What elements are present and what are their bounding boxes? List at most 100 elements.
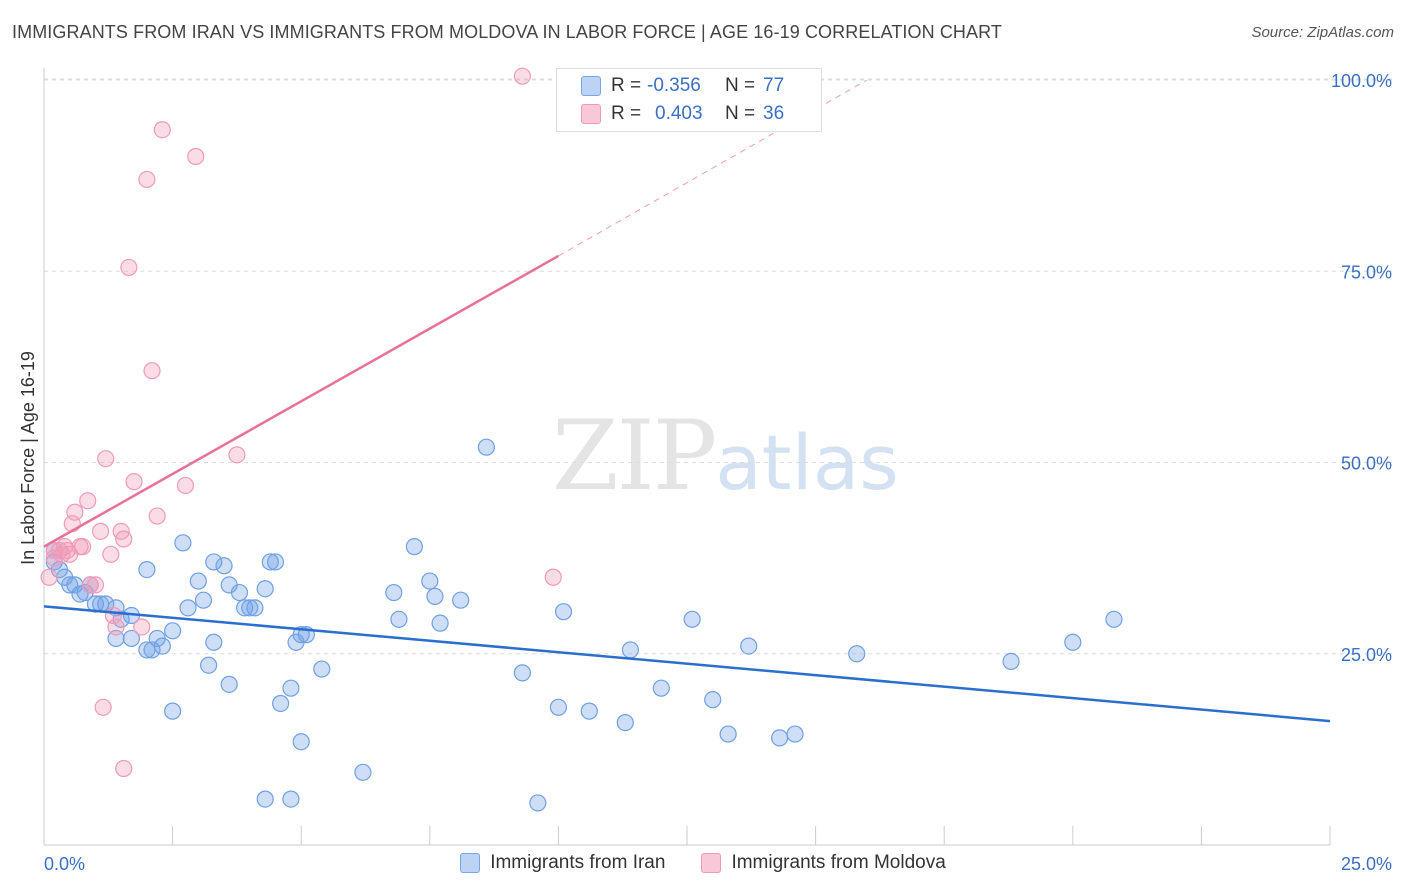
moldova-point	[176, 476, 195, 495]
moldova-point	[66, 503, 84, 521]
iran-point	[174, 534, 192, 552]
iran-point	[1064, 633, 1082, 651]
iran-point	[246, 599, 264, 617]
x-tick-label: 25.0%	[1341, 854, 1392, 874]
y-tick-label: 100.0%	[1331, 71, 1392, 91]
iran-point	[549, 698, 568, 716]
moldova-point	[94, 698, 112, 716]
iran-point	[164, 622, 182, 640]
iran-point	[390, 610, 408, 628]
iran-r-value: -0.356	[647, 75, 701, 96]
trend-lines	[43, 79, 1331, 723]
moldova-r-label: R =	[611, 103, 642, 124]
moldova-point	[115, 530, 133, 548]
iran-point	[164, 702, 182, 720]
iran-point	[256, 790, 274, 808]
moldova-point	[91, 522, 110, 540]
iran-point	[385, 583, 403, 602]
iran-point	[421, 572, 439, 590]
x-tick-label: 0.0%	[44, 854, 85, 874]
iran-point	[529, 794, 547, 812]
iran-point	[282, 679, 300, 697]
iran-point	[282, 790, 300, 808]
moldova-swatch	[581, 104, 601, 124]
moldova-point	[86, 576, 105, 594]
moldova-point	[79, 492, 97, 510]
moldova-point	[187, 147, 205, 166]
tick-labels: 25.0% 50.0% 75.0% 100.0% 0.0% 25.0% In Labor F…	[18, 71, 1392, 874]
iran-point	[719, 725, 737, 743]
legend-iran-label: Immigrants from Iran	[490, 852, 666, 873]
moldova-n-label: N =	[725, 103, 756, 124]
legend-row-iran: R = -0.356 N = 77	[581, 73, 784, 99]
y-axis-label: In Labor Force | Age 16-19	[18, 351, 38, 565]
iran-point	[431, 614, 449, 632]
iran-point	[704, 691, 722, 709]
gridlines	[44, 78, 1392, 655]
iran-point	[786, 725, 804, 743]
iran-point	[1002, 652, 1020, 671]
moldova-point	[125, 473, 143, 491]
iran-n-value: 77	[763, 75, 785, 96]
iran-point	[292, 733, 310, 751]
legend-item-iran[interactable]: Immigrants from Iran	[460, 852, 665, 874]
moldova-point	[81, 576, 99, 594]
iran-r-label: R =	[611, 75, 642, 96]
iran-point	[313, 660, 331, 678]
legend-row-moldova: R = 0.403 N = 36	[581, 101, 784, 127]
legend-moldova-label: Immigrants from Moldova	[731, 852, 946, 873]
iran-point	[215, 557, 233, 575]
watermark-zip: ZIP	[552, 400, 717, 512]
iran-trend-line	[43, 605, 1331, 723]
iran-point	[405, 538, 423, 556]
moldova-point	[148, 507, 166, 525]
moldova-trend-line	[43, 254, 560, 548]
moldova-point	[115, 759, 133, 778]
iran-n-label: N =	[725, 75, 756, 96]
iran-point	[354, 763, 372, 781]
iran-point	[241, 599, 259, 617]
iran-point	[554, 603, 573, 621]
legend-item-moldova[interactable]: Immigrants from Moldova	[701, 852, 946, 874]
iran-point	[179, 599, 197, 617]
legend-moldova-swatch	[701, 853, 722, 873]
moldova-r-value: 0.403	[655, 103, 703, 124]
iran-point	[138, 560, 156, 579]
iran-points	[45, 438, 1123, 812]
iran-point	[189, 572, 207, 590]
y-tick-label: 25.0%	[1341, 645, 1392, 665]
series-legend: Immigrants from Iran Immigrants from Mol…	[0, 852, 1406, 874]
legend-iran-swatch	[460, 853, 481, 873]
iran-point	[652, 679, 670, 697]
iran-point	[261, 553, 279, 571]
iran-point	[848, 645, 866, 663]
moldova-n-value: 36	[763, 103, 785, 124]
moldova-point	[138, 170, 156, 189]
moldova-point	[228, 446, 246, 464]
y-tick-label: 75.0%	[1341, 262, 1392, 282]
moldova-point	[102, 545, 120, 563]
iran-point	[205, 633, 223, 651]
iran-point	[1105, 610, 1123, 628]
iran-point	[477, 438, 495, 456]
moldova-points	[40, 67, 562, 778]
iran-point	[205, 553, 223, 571]
iran-swatch	[581, 76, 601, 96]
moldova-point	[97, 450, 115, 468]
iran-point	[426, 587, 444, 605]
iran-point	[513, 664, 531, 682]
iran-point	[740, 637, 758, 655]
moldova-point	[153, 121, 171, 139]
iran-point	[266, 553, 285, 571]
iran-point	[683, 610, 701, 628]
iran-point	[230, 583, 249, 602]
iran-point	[452, 591, 470, 609]
iran-point	[616, 713, 634, 732]
iran-point	[122, 629, 141, 648]
iran-point	[770, 729, 789, 747]
source-label: Source: ZipAtlas.com	[1251, 24, 1394, 41]
iran-point	[621, 641, 640, 659]
chart-title: IMMIGRANTS FROM IRAN VS IMMIGRANTS FROM …	[12, 22, 1002, 42]
moldova-point	[143, 362, 161, 380]
moldova-point	[73, 538, 92, 556]
